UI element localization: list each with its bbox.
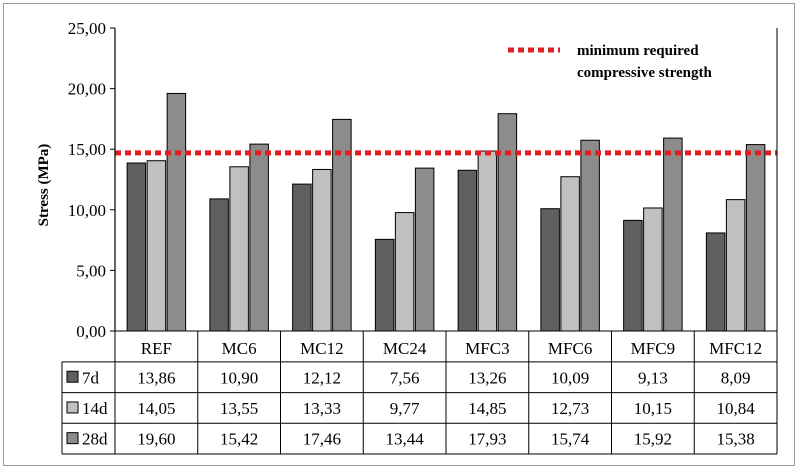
data-label: 10,09 xyxy=(551,368,589,387)
category-label: MFC3 xyxy=(465,339,509,358)
data-label: 17,93 xyxy=(468,430,506,449)
bar-28d-MFC3 xyxy=(497,113,518,332)
bar-28d-MFC6 xyxy=(580,139,600,332)
bar-14d-REF xyxy=(146,160,167,332)
category-label: MC24 xyxy=(383,339,427,358)
bar-7d-MFC3 xyxy=(457,169,478,332)
legend-swatch-7d xyxy=(66,370,79,383)
bar-7d-MC24 xyxy=(374,238,395,332)
bar-28d-MC24 xyxy=(414,167,435,332)
data-label: 7,56 xyxy=(390,368,420,387)
data-label: 14,85 xyxy=(468,399,506,418)
plot-area: 0,00 5,00 10,00 15,00 20,00 25,00 xyxy=(68,19,777,341)
bar-14d-MC24 xyxy=(394,212,415,332)
data-label: 13,44 xyxy=(386,430,425,449)
bar-14d-MC6 xyxy=(229,166,249,332)
bar-7d-MFC9 xyxy=(623,219,643,332)
data-label: 9,77 xyxy=(390,399,420,418)
bar-14d-MFC9 xyxy=(643,207,663,332)
data-label: 17,46 xyxy=(303,430,341,449)
legend-swatch-14d xyxy=(66,401,79,414)
data-label: 19,60 xyxy=(137,430,175,449)
data-label: 8,09 xyxy=(721,368,751,387)
y-axis-label: Stress (MPa) xyxy=(36,144,52,227)
series-label: 14d xyxy=(82,399,108,418)
reference-legend-line2: compressive strength xyxy=(577,65,713,81)
series-label: 7d xyxy=(82,368,100,387)
bar-28d-MC6 xyxy=(249,143,269,332)
category-label: REF xyxy=(141,339,172,358)
bar-14d-MC12 xyxy=(312,168,332,332)
category-label: MC12 xyxy=(300,339,343,358)
bar-7d-REF xyxy=(126,162,147,332)
category-label: MFC12 xyxy=(709,339,762,358)
data-label: 14,05 xyxy=(137,399,175,418)
data-label: 15,38 xyxy=(717,430,755,449)
bar-28d-REF xyxy=(166,92,187,332)
legend-swatch-28d xyxy=(66,432,79,445)
data-label: 15,74 xyxy=(551,430,590,449)
data-label: 10,15 xyxy=(634,399,672,418)
series-label: 28d xyxy=(82,430,108,449)
data-label: 13,33 xyxy=(303,399,341,418)
y-tick-label: 0,00 xyxy=(76,322,106,341)
bar-14d-MFC6 xyxy=(560,176,580,332)
bar-7d-MC6 xyxy=(209,198,229,332)
y-tick-label: 15,00 xyxy=(68,140,106,159)
data-label: 15,42 xyxy=(220,430,258,449)
data-table: REF MC6 MC12 MC24 MFC3 MFC6 MFC9 MFC12 7d 13,86 10… xyxy=(61,28,778,455)
data-label: 9,13 xyxy=(638,368,668,387)
bar-7d-MFC6 xyxy=(540,208,560,332)
bar-28d-MFC12 xyxy=(745,144,766,332)
data-label: 12,73 xyxy=(551,399,589,418)
data-label: 13,55 xyxy=(220,399,258,418)
data-label: 12,12 xyxy=(303,368,341,387)
data-label: 13,86 xyxy=(137,368,175,387)
reference-legend-line1: minimum required xyxy=(577,43,699,59)
y-tick-label: 5,00 xyxy=(76,261,106,280)
category-label: MFC6 xyxy=(548,339,592,358)
bar-28d-MFC9 xyxy=(663,137,683,332)
y-tick-label: 20,00 xyxy=(68,80,106,99)
bar-14d-MFC3 xyxy=(477,150,498,332)
data-label: 10,90 xyxy=(220,368,258,387)
data-label: 15,92 xyxy=(634,430,672,449)
category-label: MC6 xyxy=(222,339,257,358)
y-tick-label: 10,00 xyxy=(68,201,106,220)
y-tick-label: 25,00 xyxy=(68,19,106,38)
data-label: 13,26 xyxy=(468,368,506,387)
bar-14d-MFC12 xyxy=(725,199,746,332)
bar-7d-MFC12 xyxy=(705,232,726,332)
bar-7d-MC12 xyxy=(292,183,312,332)
data-label: 10,84 xyxy=(717,399,756,418)
category-label: MFC9 xyxy=(631,339,675,358)
